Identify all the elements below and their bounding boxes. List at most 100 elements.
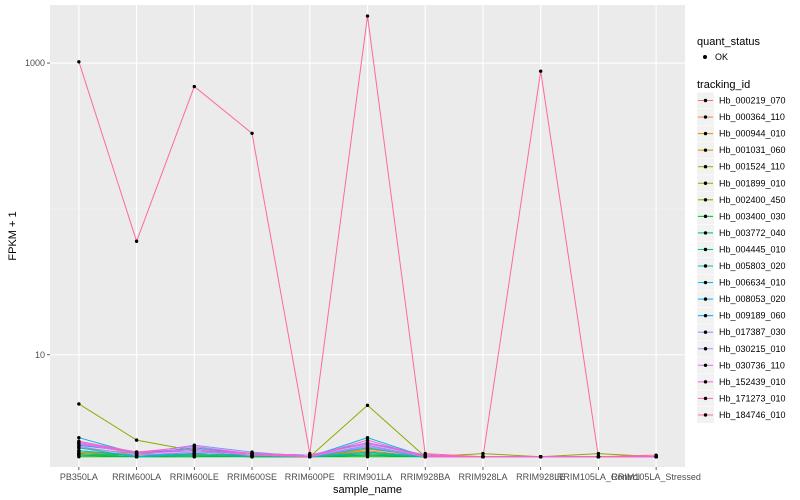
data-point bbox=[77, 444, 81, 449]
x-tick-label: RRIM600SE bbox=[227, 472, 277, 482]
data-point bbox=[423, 455, 427, 459]
legend-key-point bbox=[703, 413, 708, 417]
legend-key-point bbox=[703, 363, 708, 367]
data-point bbox=[365, 403, 370, 408]
data-point bbox=[77, 451, 81, 456]
legend-series-label: Hb_152439_010 bbox=[719, 377, 786, 387]
x-tick-label: RRIM600PE bbox=[285, 472, 335, 482]
data-point bbox=[134, 450, 139, 454]
data-point bbox=[481, 451, 485, 456]
legend-key-point bbox=[703, 347, 708, 351]
legend-series-label: Hb_006634_010 bbox=[719, 278, 786, 288]
data-point bbox=[308, 455, 312, 459]
legend-series-label: Hb_004445_010 bbox=[719, 244, 786, 254]
legend-series-label: Hb_005803_020 bbox=[719, 261, 786, 271]
legend-key-point bbox=[703, 297, 708, 301]
legend-series-label: Hb_000219_070 bbox=[719, 96, 786, 106]
legend-series-label: Hb_003772_040 bbox=[719, 228, 786, 238]
legend-key-point bbox=[703, 148, 708, 152]
data-point bbox=[308, 451, 312, 456]
data-point bbox=[365, 444, 370, 449]
legend-series-label: Hb_030736_110 bbox=[719, 360, 785, 370]
legend-series-label: Hb_001524_110 bbox=[719, 162, 785, 172]
data-point bbox=[77, 402, 81, 406]
x-axis-ticks: PB350LA RRIM600LA RRIM600LE RRIM600SE RRIM60… bbox=[60, 467, 701, 482]
data-point bbox=[77, 448, 81, 453]
y-axis-ticks: 10 1000 bbox=[25, 58, 50, 360]
x-tick-label: RRIM901LA bbox=[343, 472, 392, 482]
legend-key-point bbox=[703, 131, 708, 136]
data-point bbox=[192, 447, 197, 451]
data-point bbox=[365, 450, 370, 454]
data-point bbox=[365, 442, 370, 446]
x-tick-label: RRIM928BA bbox=[400, 472, 450, 482]
y-tick-label: 1000 bbox=[25, 58, 45, 68]
legend-quant-title: quant_status bbox=[697, 36, 760, 48]
x-tick-label: RRIM928LA bbox=[458, 472, 507, 482]
legend-key-point bbox=[703, 330, 708, 334]
data-point bbox=[423, 451, 427, 456]
legend-series-label: Hb_009189_060 bbox=[719, 311, 786, 321]
data-point bbox=[365, 14, 370, 18]
x-tick-label: PB350LA bbox=[60, 472, 98, 482]
x-axis-title: sample_name bbox=[333, 484, 402, 496]
data-point bbox=[192, 444, 197, 449]
grid-major bbox=[50, 5, 685, 467]
legend-series-label: Hb_002400_450 bbox=[719, 195, 786, 205]
y-tick-label: 10 bbox=[35, 350, 45, 360]
legend-series-label: Hb_000364_110 bbox=[719, 112, 785, 122]
legend-key-point bbox=[703, 231, 708, 235]
legend-series-label: Hb_001899_010 bbox=[719, 178, 786, 188]
data-point bbox=[481, 455, 485, 459]
legend-key-point bbox=[703, 115, 708, 119]
legend-key-point bbox=[703, 396, 708, 401]
legend-series-label: Hb_001031_060 bbox=[719, 145, 786, 155]
legend-key-point bbox=[703, 247, 708, 252]
legend-series-label: Hb_184746_010 bbox=[719, 410, 786, 420]
legend-key-point bbox=[703, 313, 708, 318]
data-point bbox=[654, 453, 658, 457]
legend-series-label: Hb_000944_010 bbox=[719, 129, 786, 139]
legend-series-label: Hb_171273_010 bbox=[719, 393, 786, 403]
data-point bbox=[538, 69, 543, 73]
x-tick-label: RRIM928LE bbox=[516, 472, 565, 482]
legend-series-label: Hb_003400_030 bbox=[719, 211, 786, 221]
legend-quant-label: OK bbox=[715, 52, 728, 62]
y-axis-title: FPKM + 1 bbox=[7, 211, 19, 260]
data-point bbox=[250, 451, 254, 456]
legend-key-point bbox=[703, 264, 708, 268]
legend-key-point bbox=[703, 165, 708, 169]
x-tick-label: RRIM105LA_Stressed bbox=[611, 472, 701, 482]
data-point bbox=[596, 451, 601, 456]
data-point bbox=[365, 438, 370, 442]
data-points bbox=[77, 14, 658, 459]
legend-quant-point-icon bbox=[703, 55, 707, 59]
data-point bbox=[77, 435, 81, 440]
x-tick-label: RRIM600LE bbox=[170, 472, 219, 482]
data-point bbox=[77, 439, 81, 444]
legend-key-point bbox=[703, 280, 708, 285]
x-tick-label: RRIM105LA_Control bbox=[557, 472, 640, 482]
data-point bbox=[538, 455, 543, 459]
data-point bbox=[365, 435, 370, 440]
legend-tracking-items: Hb_000219_070 Hb_000364_110 Hb_000944_010 H… bbox=[697, 92, 786, 423]
data-point bbox=[596, 455, 601, 459]
data-point bbox=[250, 131, 254, 135]
data-point bbox=[134, 239, 139, 243]
legend-key-point bbox=[703, 98, 708, 103]
legend-tracking-title: tracking_id bbox=[697, 79, 750, 91]
data-point bbox=[77, 60, 81, 64]
legend-series-label: Hb_017387_030 bbox=[719, 327, 786, 337]
legend-tracking-id: tracking_id Hb_000219_070Hb_000364_110Hb… bbox=[697, 79, 786, 423]
legend-key-point bbox=[703, 214, 708, 219]
x-tick-label: RRIM600LA bbox=[112, 472, 161, 482]
legend-series-label: Hb_008053_020 bbox=[719, 294, 786, 304]
legend-quant-status: quant_status OK bbox=[697, 36, 760, 62]
data-point bbox=[192, 84, 197, 89]
data-point bbox=[134, 438, 139, 442]
legend-key-point bbox=[703, 198, 708, 202]
legend-series-label: Hb_030215_010 bbox=[719, 344, 786, 354]
legend-key-point bbox=[703, 380, 708, 384]
legend-key-point bbox=[703, 181, 708, 185]
